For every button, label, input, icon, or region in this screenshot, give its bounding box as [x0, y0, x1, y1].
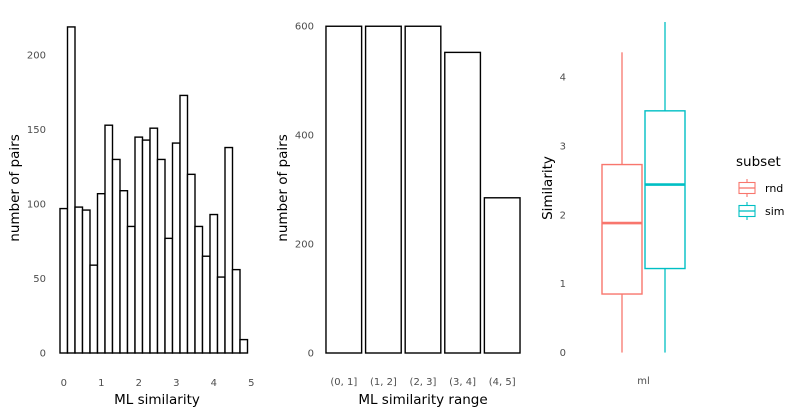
histogram-x-tick-label: 3 [173, 378, 179, 389]
range-x-tick-label: (4, 5] [489, 377, 516, 388]
range-y-tick-label: 600 [295, 22, 314, 33]
boxplot-x-ticks: ml [637, 376, 650, 387]
legend-item-rnd: rnd [738, 179, 783, 197]
histogram-bar [224, 146, 234, 354]
histogram-bar [171, 142, 181, 354]
histogram-y-tick-label: 100 [27, 200, 46, 211]
histogram-y-tick-label: 0 [40, 349, 46, 360]
range-bar [404, 25, 442, 354]
legend-title: subset [736, 154, 781, 170]
histogram-y-ticks: 0 50 100 150 200 [27, 51, 46, 360]
box-rnd [601, 52, 643, 353]
histogram-bar [74, 206, 84, 354]
range-bar [444, 51, 482, 354]
boxplot-y-ticks: 0 1 2 3 4 [560, 73, 566, 359]
histogram-panel: 0 1 2 3 4 5 0 50 100 150 200 ML similarity number… [7, 26, 255, 408]
histogram-bar [156, 158, 166, 354]
range-bar [483, 197, 521, 354]
range-bar-panel: (0, 1] (1, 2] (2, 3] (3, 4] (4, 5] 0 200 400 60… [275, 22, 521, 408]
histogram-bar [96, 192, 106, 354]
range-x-tick-label: (3, 4] [449, 377, 476, 388]
legend-item-sim: sim [738, 202, 785, 220]
boxplot-panel: ml 0 1 2 3 4 Similarity subset rnd sim [540, 22, 785, 387]
range-y-tick-label: 0 [308, 349, 314, 360]
histogram-bar [239, 338, 249, 354]
range-x-tick-label: (2, 3] [410, 377, 437, 388]
histogram-x-axis-title: ML similarity [114, 392, 200, 408]
histogram-bar [141, 139, 151, 354]
histogram-bar [179, 94, 189, 354]
boxplot-y-tick-label: 2 [560, 210, 566, 221]
range-y-tick-label: 400 [295, 131, 314, 142]
legend-label: rnd [765, 182, 783, 195]
histogram-bar [209, 213, 219, 354]
histogram-x-ticks: 0 1 2 3 4 5 [61, 378, 255, 389]
histogram-y-axis-title: number of pairs [7, 134, 23, 241]
histogram-bar [126, 225, 136, 354]
histogram-bar [216, 276, 226, 354]
histogram-bar [134, 136, 144, 354]
range-x-ticks: (0, 1] (1, 2] (2, 3] (3, 4] (4, 5] [330, 377, 515, 388]
histogram-bar [111, 158, 121, 354]
boxplot-y-tick-label: 4 [560, 73, 566, 84]
box-iqr [601, 163, 643, 295]
histogram-bar [81, 209, 91, 354]
range-bars [325, 25, 521, 354]
legend-label: sim [765, 205, 785, 218]
histogram-bars [59, 26, 249, 354]
boxplot-y-axis-title: Similarity [540, 156, 556, 220]
histogram-bar [194, 225, 204, 354]
histogram-bar [231, 268, 241, 354]
boxplot-x-tick-label: ml [637, 376, 650, 387]
histogram-x-tick-label: 5 [248, 378, 254, 389]
boxplot-y-tick-label: 3 [560, 141, 566, 152]
boxplot-y-tick-label: 1 [560, 279, 566, 290]
histogram-bar [119, 190, 129, 354]
boxplot-boxes [601, 22, 686, 353]
histogram-bar [66, 26, 76, 354]
histogram-bar [149, 127, 159, 354]
range-y-tick-label: 200 [295, 240, 314, 251]
range-x-axis-title: ML similarity range [358, 392, 487, 408]
histogram-bar [186, 173, 196, 354]
range-bar [325, 25, 363, 354]
histogram-bar [201, 255, 211, 354]
range-y-ticks: 0 200 400 600 [295, 22, 314, 360]
histogram-bar [164, 237, 174, 354]
histogram-bar [104, 124, 114, 354]
histogram-y-tick-label: 200 [27, 51, 46, 62]
box-iqr [644, 110, 686, 270]
range-bar [364, 25, 402, 354]
histogram-bar [59, 207, 69, 354]
range-y-axis-title: number of pairs [275, 134, 291, 241]
histogram-y-tick-label: 50 [33, 274, 46, 285]
range-x-tick-label: (1, 2] [370, 377, 397, 388]
histogram-x-tick-label: 0 [61, 378, 67, 389]
boxplot-y-tick-label: 0 [560, 348, 566, 359]
legend: subset rnd sim [736, 154, 785, 220]
box-sim [644, 22, 686, 353]
range-x-tick-label: (0, 1] [330, 377, 357, 388]
histogram-y-tick-label: 150 [27, 125, 46, 136]
histogram-x-tick-label: 2 [136, 378, 142, 389]
histogram-x-tick-label: 1 [98, 378, 104, 389]
histogram-bar [89, 264, 99, 354]
histogram-x-tick-label: 4 [211, 378, 217, 389]
